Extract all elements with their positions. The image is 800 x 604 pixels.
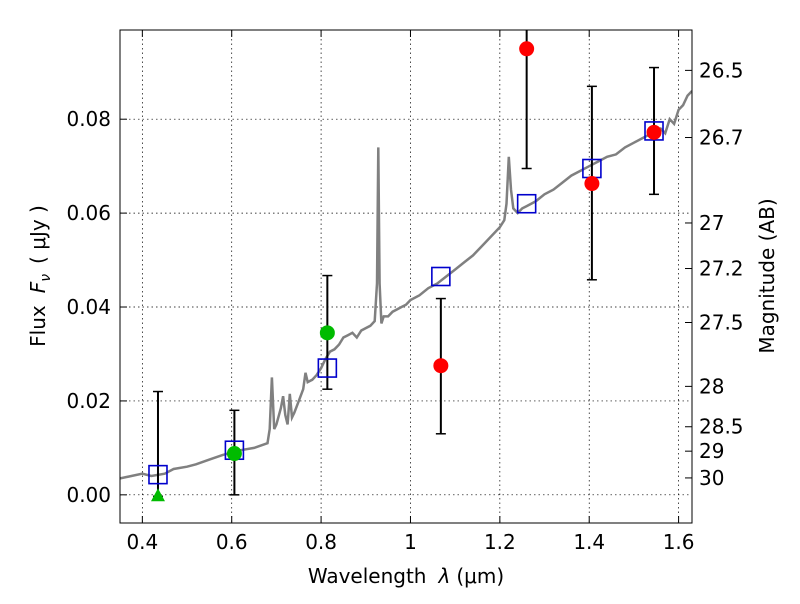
mag-tick-label: 26.5 — [699, 58, 744, 82]
nir-point — [584, 176, 600, 192]
upper-limit-point — [150, 488, 165, 502]
y-tick-label: 0.04 — [66, 295, 111, 319]
y2-axis-label: Magnitude (AB) — [755, 198, 779, 353]
y-tick-label: 0.06 — [66, 201, 111, 225]
model-point — [644, 121, 664, 141]
mag-tick-label: 30 — [699, 466, 724, 490]
mag-tick-label: 27 — [699, 211, 724, 235]
mag-tick-label: 29 — [699, 439, 724, 463]
mag-tick-label: 26.7 — [699, 126, 744, 150]
model-point — [431, 266, 451, 287]
model-point — [516, 193, 537, 214]
spectrum-line — [120, 90, 692, 480]
mag-tick-label: 27.2 — [699, 257, 744, 281]
x-tick-label: 1.6 — [663, 530, 695, 554]
tick-marks — [120, 30, 692, 523]
nir-point — [646, 124, 662, 140]
x-tick-label: 1 — [404, 530, 417, 554]
mag-tick-label: 28.5 — [699, 415, 744, 439]
x-tick-label: 1.4 — [573, 530, 605, 554]
y-axis-label: FluxFν( μJy ) — [26, 205, 54, 347]
tick-labels: 0.4 0.6 0.8 1 1.2 1.4 1.6 0.00 0.02 0.04 0.06 0.08 2… — [66, 58, 743, 554]
x-tick-label: 1.2 — [484, 530, 516, 554]
grid — [120, 30, 692, 523]
y-tick-label: 0.02 — [66, 389, 111, 413]
model-point — [148, 464, 168, 485]
plot-frame — [119, 29, 693, 524]
x-tick-label: 0.8 — [305, 530, 337, 554]
y-tick-label: 0.00 — [66, 483, 111, 507]
y-tick-label: 0.08 — [66, 107, 111, 131]
data-marks — [148, 30, 664, 502]
model-point — [317, 358, 338, 378]
optical-point — [226, 446, 242, 462]
x-axis-label: Wavelength λ (μm) — [308, 564, 504, 588]
mag-tick-label: 28 — [699, 374, 724, 398]
optical-point — [319, 325, 335, 341]
nir-point — [519, 41, 535, 57]
nir-point — [433, 358, 449, 374]
x-tick-label: 0.4 — [126, 530, 158, 554]
x-tick-label: 0.6 — [216, 530, 248, 554]
mag-tick-label: 27.5 — [699, 311, 744, 335]
